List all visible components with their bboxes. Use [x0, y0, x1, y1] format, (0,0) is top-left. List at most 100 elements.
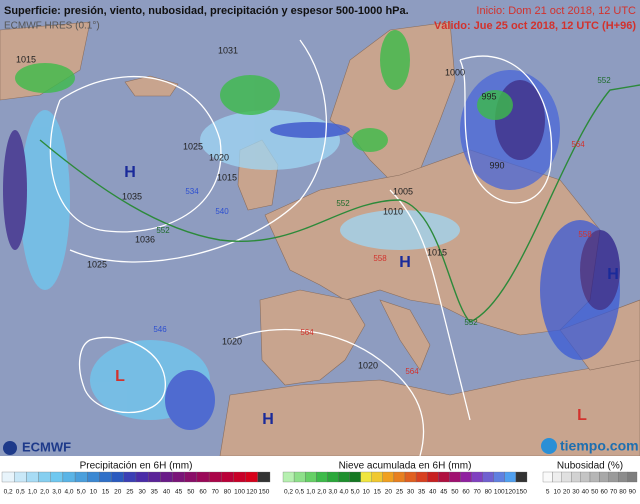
legend-swatch	[608, 471, 619, 483]
legend-swatch	[196, 471, 210, 483]
isobar-label: 1020	[222, 336, 242, 346]
isobar-label: 1036	[135, 234, 155, 244]
legend-tick: 30	[407, 489, 415, 496]
legend-tick: 5,0	[77, 489, 86, 496]
legend-tick: 3,0	[52, 489, 61, 496]
tiempo-logo: tiempo.com	[560, 438, 639, 454]
legend-swatch	[327, 471, 339, 483]
legend-tick: 80	[485, 489, 493, 496]
legend-tick: 1,0	[306, 489, 315, 496]
legend-swatch	[360, 471, 372, 483]
legend-swatch	[257, 471, 271, 483]
legend-swatch	[282, 471, 295, 483]
pressure-center: H	[607, 266, 619, 283]
legend-swatch	[504, 471, 517, 483]
legend-swatch	[561, 471, 572, 483]
legend-swatch	[26, 471, 39, 483]
legend-swatch	[599, 471, 609, 483]
legend-tick: 150	[258, 489, 269, 496]
legend-tick: 100	[494, 489, 505, 496]
legend-tick: 0,5	[295, 489, 304, 496]
isobars	[49, 39, 553, 457]
isobar-label: 1020	[358, 360, 378, 370]
legend-tick: 5	[546, 489, 550, 496]
legend-swatch	[460, 471, 472, 483]
legend-tick: 45	[440, 489, 448, 496]
legend-tick: 150	[516, 489, 527, 496]
legend-tick: 45	[175, 489, 183, 496]
legend-swatch	[305, 471, 317, 483]
legend-swatch	[123, 471, 137, 483]
legend-swatch	[184, 471, 198, 483]
legend-swatch	[482, 471, 494, 483]
legend-tick: 0,5	[16, 489, 25, 496]
thickness-label: 534	[185, 187, 199, 196]
legend-tick: 0,2	[284, 489, 293, 496]
thickness-line	[39, 84, 640, 323]
thickness-label: 552	[336, 199, 350, 208]
legend-tick: 50	[591, 489, 599, 496]
legend-tick: 70	[212, 489, 220, 496]
ecmwf-icon	[3, 441, 17, 455]
legend-tick: 4,0	[64, 489, 73, 496]
thickness-label: 558	[373, 254, 387, 263]
legend-tick: 20	[114, 489, 122, 496]
pressure-center: H	[399, 254, 411, 271]
legend-tick: 2,0	[317, 489, 326, 496]
isobar-label: 1015	[427, 247, 447, 257]
pressure-center: L	[577, 407, 587, 424]
legend-tick: 70	[610, 489, 618, 496]
legend-swatch	[293, 471, 306, 483]
legend-swatch	[160, 471, 173, 483]
isobar-label: 1025	[87, 259, 107, 269]
legend-tick: 40	[163, 489, 171, 496]
legend-swatch	[1, 471, 15, 483]
isobar-label: 1000	[445, 67, 465, 77]
legend-tick: 40	[429, 489, 437, 496]
legend-tick: 10	[553, 489, 561, 496]
map-title: Superficie: presión, viento, nubosidad, …	[4, 5, 409, 17]
init-time: Inicio: Dom 21 oct 2018, 12 UTC	[476, 5, 636, 17]
legend-swatch	[316, 471, 328, 483]
legend-swatch	[38, 471, 51, 483]
legend-swatch	[245, 471, 258, 483]
legend-tick: 20	[385, 489, 393, 496]
legend-swatch	[542, 471, 553, 483]
legend-swatch	[221, 471, 234, 483]
legend-tick: 100	[234, 489, 245, 496]
legend-tick: 40	[582, 489, 590, 496]
legend-swatch	[111, 471, 124, 483]
legend-title: Nieve acumulada en 6H (mm)	[339, 461, 472, 472]
legend-tick: 80	[224, 489, 232, 496]
legend-swatch	[515, 471, 528, 483]
legend-swatch	[233, 471, 246, 483]
legend-tick: 120	[246, 489, 257, 496]
legend-swatch	[404, 471, 417, 483]
legend-swatch	[14, 471, 27, 483]
thickness-label: 552	[156, 226, 170, 235]
legend-swatch	[580, 471, 591, 483]
thickness-label: 564	[571, 140, 585, 149]
legend-swatch	[50, 471, 64, 483]
legend-swatch	[371, 471, 383, 483]
legend-swatch	[99, 471, 112, 483]
legend-swatch	[493, 471, 505, 483]
legend-tick: 35	[418, 489, 426, 496]
legend-tick: 70	[473, 489, 481, 496]
thickness-label: 546	[153, 325, 167, 334]
legend-swatch	[338, 471, 350, 483]
pressure-center: H	[262, 411, 274, 428]
legend-tick: 35	[151, 489, 159, 496]
legend-swatch	[627, 471, 638, 483]
thickness-label: 564	[300, 328, 314, 337]
isobar-label: 1015	[16, 54, 36, 64]
legend-tick: 2,0	[40, 489, 49, 496]
legend-swatch	[438, 471, 450, 483]
legend-tick: 3,0	[328, 489, 337, 496]
legend-swatch	[589, 471, 600, 483]
tiempo-icon	[541, 438, 557, 454]
legend-swatch	[62, 471, 76, 483]
legend-tick: 4,0	[339, 489, 348, 496]
isobar-label: 1010	[383, 206, 403, 216]
